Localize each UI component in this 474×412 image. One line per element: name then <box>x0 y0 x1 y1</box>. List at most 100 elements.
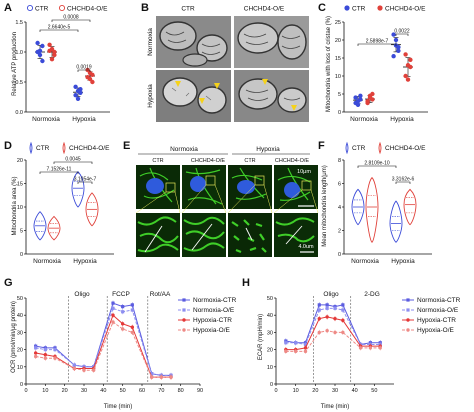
legend: Normoxia-CTR Normoxia-O/E Hypoxia-CTR Hypox… <box>402 297 461 334</box>
legend-label: Normoxia-O/E <box>417 307 459 314</box>
legend-label-oe: CHCHD4-O/E <box>385 6 426 13</box>
data-point <box>408 57 413 62</box>
legend-label-ctr: CTR <box>352 6 366 13</box>
zoom-connectors <box>135 184 319 214</box>
data-point <box>73 92 78 98</box>
scale-bar-label: 4.0um <box>298 244 314 250</box>
significance-bracket <box>395 33 409 36</box>
legend-marker-ctr <box>344 5 350 11</box>
legend-label-ctr: CTR <box>36 145 50 152</box>
y-tick-label: 20 <box>17 348 23 354</box>
data-point <box>403 52 408 57</box>
y-tick-label: 0.5 <box>15 80 23 86</box>
panel-g: G OCR (pmol/min/μg protein) Time (min) O… <box>4 277 237 410</box>
legend-label-oe: CHCHD4-O/E <box>67 6 108 13</box>
data-point <box>294 341 298 345</box>
data-point <box>43 348 47 352</box>
panel-letter: F <box>318 140 325 152</box>
arrowhead-marker <box>262 79 268 85</box>
data-point <box>149 375 154 379</box>
data-point <box>130 308 134 312</box>
x-group-label: Hypoxia <box>391 258 415 265</box>
y-tick-label: 0 <box>338 110 341 116</box>
y-tick-label: 6 <box>338 182 341 188</box>
violin <box>47 215 61 241</box>
data-point <box>317 303 321 307</box>
significance-bracket <box>357 165 397 168</box>
data-point <box>52 52 57 58</box>
p-value-label: 3.3162e-6 <box>392 177 415 183</box>
x-tick-label: 30 <box>81 388 87 394</box>
data-point <box>130 303 134 307</box>
series-line <box>285 330 381 352</box>
data-point <box>325 315 329 319</box>
data-point <box>40 58 45 64</box>
x-tick-label: 40 <box>352 388 358 394</box>
p-value-label: 2.8109e-10 <box>364 161 390 167</box>
y-tick-label: 50 <box>17 296 23 302</box>
violin <box>85 192 99 227</box>
y-tick-label: 30 <box>267 330 273 336</box>
injection-label: 2-DG <box>364 291 380 298</box>
data-point <box>40 43 45 49</box>
data-point <box>365 100 370 106</box>
series-line <box>285 307 381 346</box>
data-point <box>403 73 408 79</box>
legend-marker <box>406 298 410 302</box>
legend-label: Normoxia-CTR <box>193 297 237 304</box>
data-point <box>325 303 329 307</box>
column-header: Normoxia <box>170 146 198 153</box>
data-point <box>396 45 401 50</box>
legend-marker-ctr <box>26 4 34 12</box>
data-point <box>53 348 57 352</box>
x-tick-label: 20 <box>62 388 68 394</box>
panel-letter: G <box>4 277 13 289</box>
data-point <box>391 54 396 59</box>
data-point <box>120 327 125 331</box>
p-value-label: 2.6640e-5 <box>48 25 71 31</box>
data-point <box>37 52 43 58</box>
y-axis-label: ECAR (mpH/min) <box>258 314 264 360</box>
significance-bracket <box>51 19 91 22</box>
data-point <box>325 306 329 310</box>
x-group-label: Normoxia <box>32 116 60 123</box>
y-tick-label: 10 <box>17 365 23 371</box>
legend-marker <box>182 328 186 332</box>
data-point <box>284 341 288 345</box>
data-point <box>130 330 135 335</box>
micrograph-normoxia-ctr <box>156 16 231 68</box>
data-point <box>87 76 93 82</box>
legend-label-ctr: CTR <box>35 6 49 13</box>
p-value-label: 0.0008 <box>63 15 79 21</box>
x-tick-label: 0 <box>24 388 27 394</box>
column-label: CHCHD4-O/E <box>244 6 285 13</box>
data-point <box>293 349 298 354</box>
x-tick-label: 50 <box>371 388 377 394</box>
column-label: CTR <box>244 158 255 164</box>
legend: CTR CHCHD4-O/E <box>344 5 426 13</box>
data-point <box>35 49 40 55</box>
legend-marker <box>182 308 186 312</box>
data-point <box>47 42 52 47</box>
arrowhead-marker <box>214 83 220 89</box>
significance-bracket <box>39 171 79 174</box>
injection-label: Oligo <box>323 291 339 298</box>
data-point <box>367 95 373 100</box>
data-point <box>73 84 78 89</box>
y-tick-label: 15 <box>17 182 23 188</box>
data-point <box>358 93 363 98</box>
violin <box>389 200 403 243</box>
p-value-label: 3.1054e-7 <box>74 177 97 183</box>
data-point <box>159 375 164 379</box>
y-tick-label: 15 <box>335 56 341 62</box>
panel-f: F CTR CHCHD4-O/E Mean mitochondria lengt… <box>318 140 432 265</box>
data-point <box>341 303 345 307</box>
arrowhead-marker <box>291 105 297 111</box>
data-point <box>150 372 154 376</box>
column-label: CTR <box>181 6 195 13</box>
data-point <box>111 313 115 317</box>
x-tick-label: 80 <box>178 388 184 394</box>
data-point <box>368 346 373 350</box>
significance-bracket <box>77 69 91 72</box>
panel-e: E Normoxia Hypoxia CTR CHCHD4-O/E CTR CH… <box>123 140 319 257</box>
